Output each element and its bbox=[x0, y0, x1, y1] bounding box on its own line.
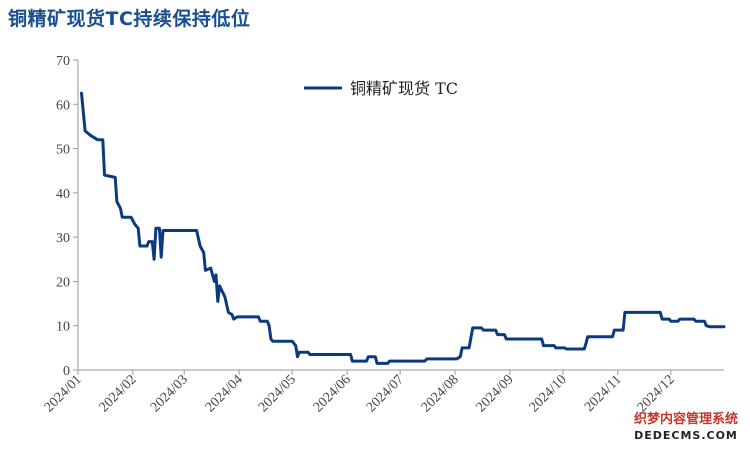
series-line-0 bbox=[80, 91, 726, 365]
legend-label: 铜精矿现货 TC bbox=[350, 79, 458, 98]
axes bbox=[77, 60, 724, 371]
y-tick-label: 0 bbox=[63, 364, 70, 379]
x-tick-label: 2024/09 bbox=[474, 372, 517, 415]
y-tick-label: 20 bbox=[56, 275, 70, 290]
x-tick-label: 2024/10 bbox=[527, 372, 570, 415]
x-axis-ticks: 2024/01 2024/02 2024/03 2024/04 2024/05 2024/… bbox=[42, 370, 678, 415]
watermark-line1: 织梦内容管理系统 bbox=[633, 412, 738, 427]
x-tick-label: 2024/07 bbox=[364, 372, 407, 415]
x-tick-label: 2024/04 bbox=[203, 372, 246, 415]
x-tick-label: 2024/11 bbox=[582, 372, 625, 415]
x-tick-label: 2024/02 bbox=[97, 372, 140, 415]
x-tick-label: 2024/08 bbox=[419, 372, 462, 415]
y-axis-ticks: 0 10 20 30 40 50 60 70 bbox=[56, 54, 78, 379]
watermark: 织梦内容管理系统 DEDECMS.COM bbox=[634, 412, 738, 444]
y-tick-label: 60 bbox=[56, 98, 70, 113]
chart-title: 铜精矿现货TC持续保持低位 bbox=[8, 8, 251, 30]
x-tick-label: 2024/12 bbox=[635, 372, 678, 415]
watermark-line2: DEDECMS.COM bbox=[634, 429, 738, 442]
x-tick-label: 2024/06 bbox=[311, 372, 354, 415]
y-tick-label: 50 bbox=[56, 143, 70, 158]
x-tick-label: 2024/03 bbox=[148, 372, 191, 415]
x-tick-label: 2024/05 bbox=[256, 372, 299, 415]
series-layer bbox=[80, 91, 726, 365]
y-tick-label: 30 bbox=[56, 231, 70, 246]
legend: 铜精矿现货 TC bbox=[304, 79, 458, 98]
y-tick-label: 10 bbox=[56, 320, 70, 335]
y-tick-label: 40 bbox=[56, 187, 70, 202]
y-tick-label: 70 bbox=[56, 54, 70, 69]
